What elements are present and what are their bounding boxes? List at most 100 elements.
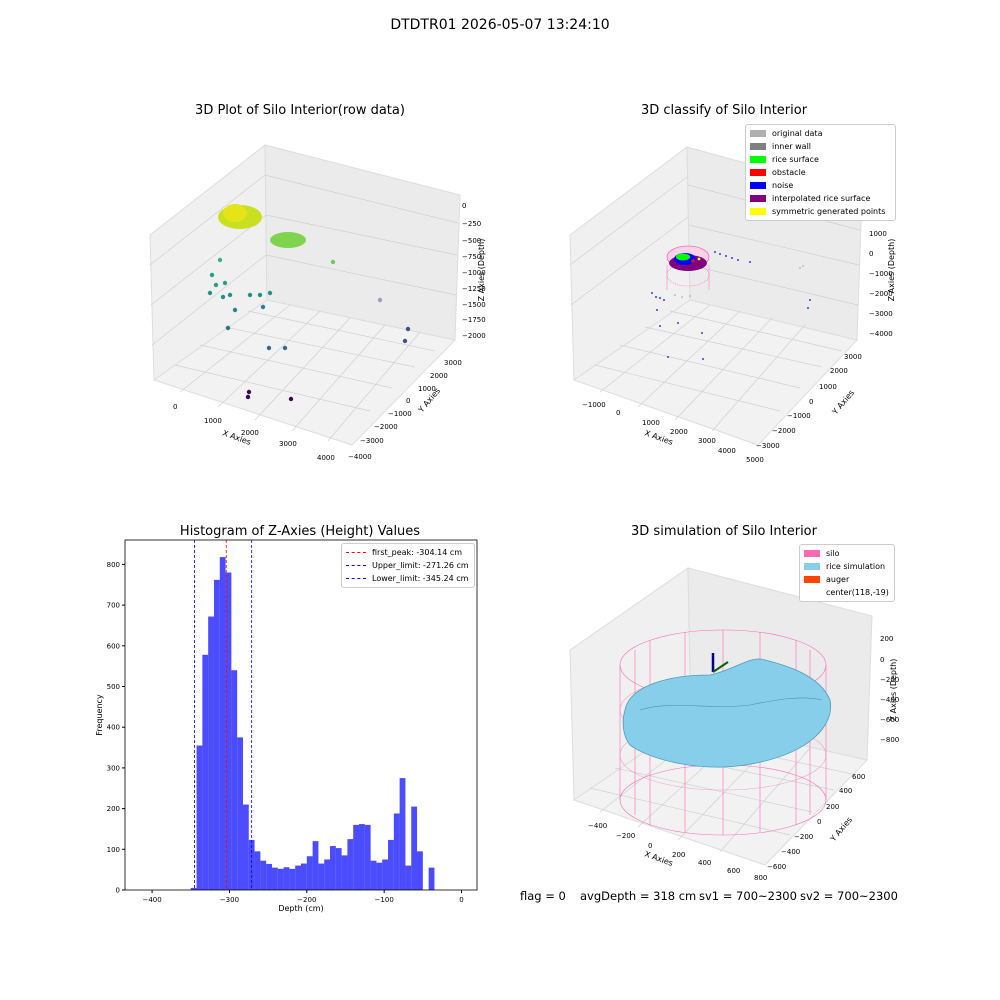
histogram-bar (271, 867, 278, 890)
svg-text:−800: −800 (880, 736, 899, 744)
histogram-bar (301, 863, 307, 890)
svg-text:2000: 2000 (830, 367, 848, 375)
legend-item-silo: silo (804, 547, 890, 560)
legend-swatch (804, 550, 820, 557)
legend-swatch (750, 143, 766, 150)
y-tick-label: 200 (107, 805, 120, 813)
svg-text:−600: −600 (880, 716, 899, 724)
histogram-bar (388, 839, 394, 890)
y-tick-label: 600 (107, 642, 120, 650)
legend-item-inner-wall: inner wall (750, 140, 891, 153)
svg-text:2000: 2000 (430, 372, 448, 380)
svg-text:−2000: −2000 (772, 427, 796, 435)
legend-line (346, 552, 366, 553)
histogram-bar (208, 616, 214, 890)
point-cluster-mid (270, 232, 306, 248)
histogram-bar (318, 863, 325, 890)
svg-text:−4000: −4000 (348, 453, 372, 461)
classify-legend: original data inner wall rice surface ob… (745, 124, 896, 221)
histogram-bar (254, 851, 261, 890)
svg-text:0: 0 (462, 202, 466, 210)
histogram-bar (295, 865, 301, 890)
histogram-bar (417, 851, 423, 890)
histogram-bar (260, 860, 267, 890)
y-tick-label: 0 (116, 887, 120, 895)
raw-z-label: Z Axies (Depth) (477, 239, 486, 302)
legend-item-rice-simulation: rice simulation (804, 560, 890, 573)
legend-item-upper-limit: Upper_limit: -271.26 cm (346, 559, 470, 572)
svg-text:1000: 1000 (418, 385, 436, 393)
svg-text:−2000: −2000 (374, 423, 398, 431)
histogram-bar (335, 848, 342, 890)
svg-text:−400: −400 (588, 822, 607, 830)
svg-text:−750: −750 (462, 253, 481, 261)
svg-text:200: 200 (826, 803, 839, 811)
svg-text:−1000: −1000 (582, 401, 606, 409)
svg-text:400: 400 (698, 859, 711, 867)
legend-item-symmetric: symmetric generated points (750, 205, 891, 218)
svg-text:0: 0 (406, 397, 410, 405)
svg-text:0: 0 (809, 398, 813, 406)
svg-text:0: 0 (173, 403, 177, 411)
legend-item-original-data: original data (750, 127, 891, 140)
raw-x-ticks: 0 1000 2000 3000 4000 (173, 403, 335, 462)
rice-simulation-surface (622, 658, 832, 768)
histogram-y-label: Frequency (95, 694, 104, 736)
histogram-x-ticks: −400 −300 −200 −100 0 (142, 890, 464, 904)
simulation-plot-title: 3D simulation of Silo Interior (631, 524, 817, 539)
simulation-y-label: Y Axies (828, 815, 854, 844)
legend-line (346, 578, 366, 579)
svg-text:400: 400 (839, 787, 852, 795)
simulation-z-label: Z Axies (Depth) (889, 659, 898, 722)
histogram-bar (237, 737, 243, 890)
svg-text:−2000: −2000 (462, 332, 486, 340)
histogram-bar (405, 865, 412, 890)
histogram-chart: −400 −300 −200 −100 0 0 100 200 300 400 500 600 700… (95, 539, 478, 913)
legend-swatch (750, 182, 766, 189)
simulation-legend: silo rice simulation auger center(118,-1… (799, 544, 895, 602)
histogram-y-ticks: 0 100 200 300 400 500 600 700 800 (107, 561, 125, 895)
histogram-reference-lines (194, 540, 253, 890)
x-tick-label: −200 (297, 896, 316, 904)
histogram-bar (364, 824, 371, 890)
raw-plot-title: 3D Plot of Silo Interior(row data) (195, 103, 405, 118)
svg-text:0: 0 (869, 250, 873, 258)
histogram-bar (312, 841, 319, 890)
svg-text:200: 200 (880, 635, 893, 643)
svg-text:−200: −200 (794, 833, 813, 841)
histogram-bar (324, 859, 331, 890)
svg-text:600: 600 (727, 867, 740, 875)
svg-text:−1750: −1750 (462, 316, 486, 324)
svg-text:2000: 2000 (670, 428, 688, 436)
svg-text:−1000: −1000 (869, 270, 893, 278)
raw-y-ticks: 3000 2000 1000 0 −1000 −2000 −3000 −4000 (348, 359, 462, 461)
simulation-x-ticks: −400 −200 0 200 400 600 800 (588, 822, 767, 880)
histogram-bar (196, 745, 203, 890)
histogram-bar (411, 806, 418, 890)
histogram-bar (248, 839, 255, 890)
raw-z-ticks: 0 −250 −500 −750 −1000 −1250 −1500 −1750… (462, 202, 486, 340)
histogram-bar (190, 887, 197, 890)
rice-surface-contour (639, 697, 823, 711)
legend-swatch (750, 130, 766, 137)
legend-swatch (750, 208, 766, 215)
legend-swatch (750, 195, 766, 202)
histogram-bars (190, 557, 435, 890)
y-tick-label: 800 (107, 561, 120, 569)
svg-text:−3000: −3000 (360, 437, 384, 445)
svg-text:−250: −250 (462, 220, 481, 228)
avg-depth-text: avgDepth = 318 cm (580, 889, 697, 903)
histogram-legend: first_peak: -304.14 cm Upper_limit: -271… (341, 543, 475, 588)
legend-item-interpolated: interpolated rice surface (750, 192, 891, 205)
histogram-bar (382, 859, 389, 890)
classify-y-label: Y Axies (830, 388, 856, 417)
histogram-bar (242, 804, 249, 890)
legend-item-center: center(118,-19) (804, 586, 890, 599)
legend-swatch (804, 589, 820, 596)
classify-plot-title: 3D classify of Silo Interior (640, 103, 808, 118)
x-tick-label: −400 (142, 896, 161, 904)
y-tick-label: 700 (107, 602, 120, 610)
histogram-bar (231, 670, 238, 890)
y-tick-label: 500 (107, 683, 120, 691)
svg-text:2000: 2000 (241, 429, 259, 437)
